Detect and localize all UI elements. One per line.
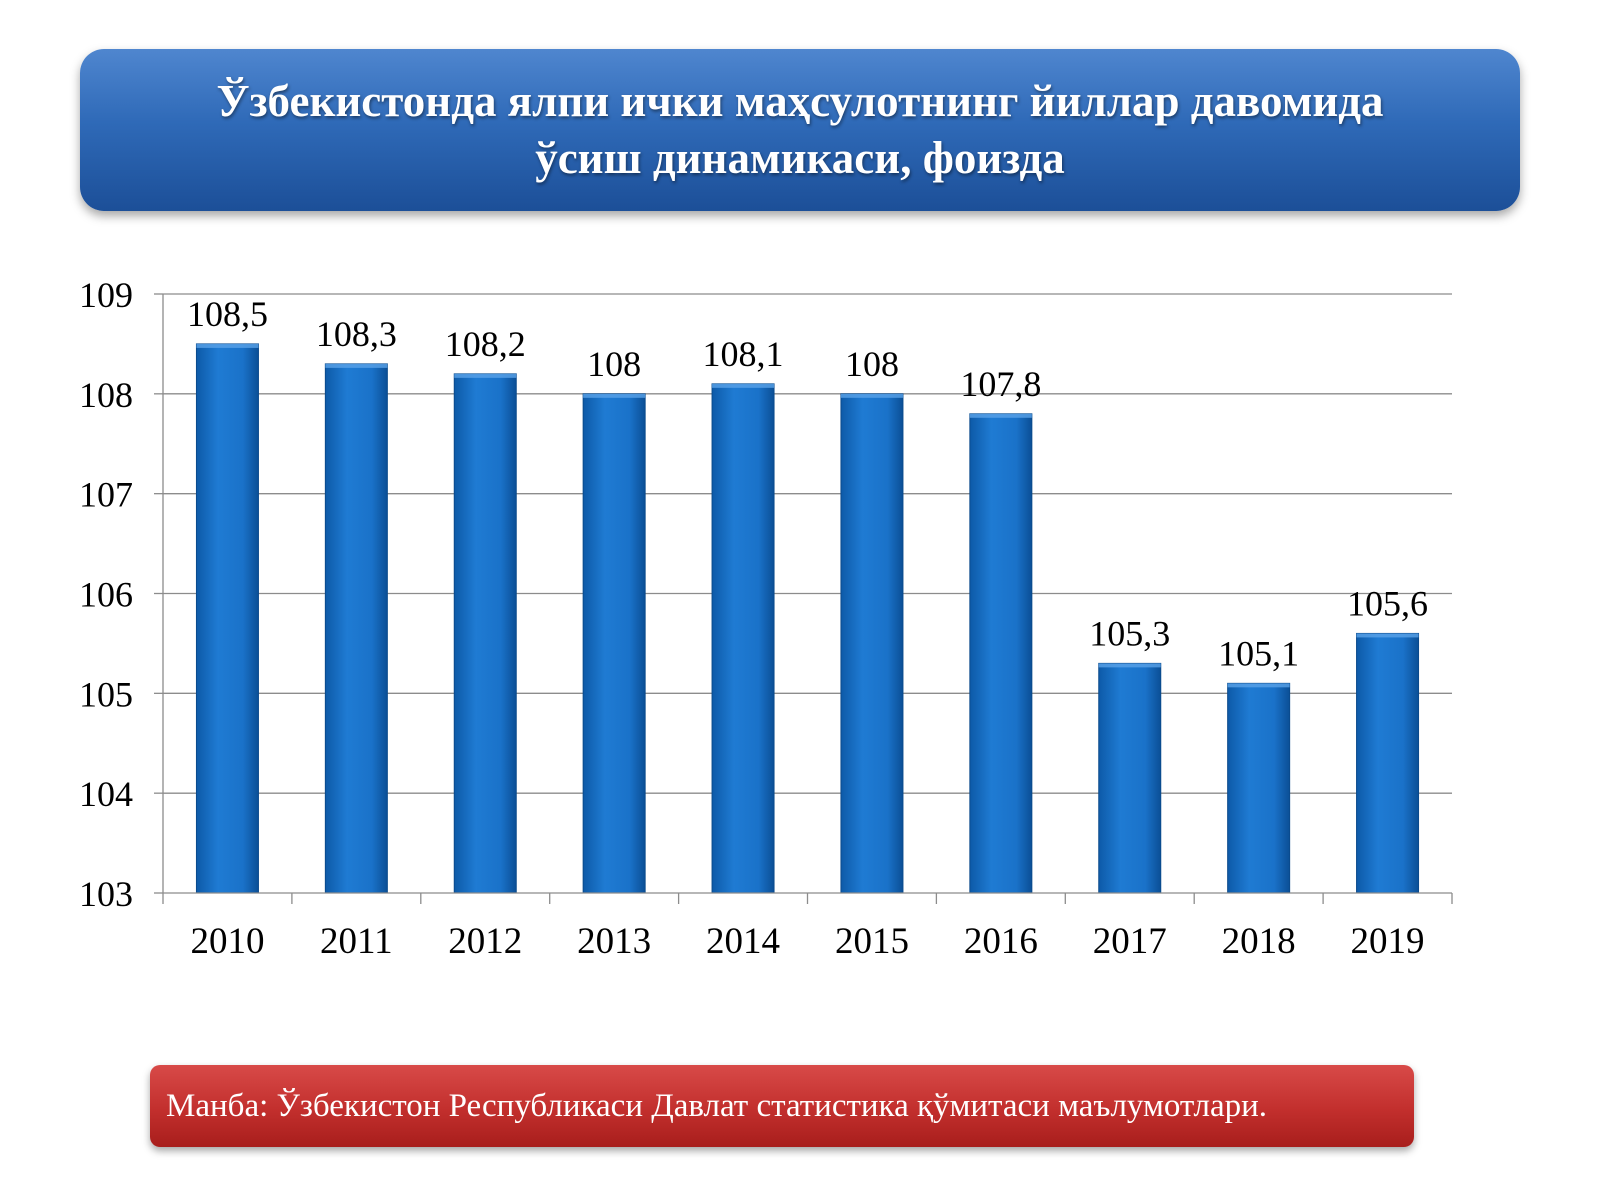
chart-title: Ўзбекистонда ялпи ички маҳсулотнинг йилл… (216, 76, 1384, 183)
x-tick-label: 2017 (1093, 921, 1167, 962)
title-banner: Ўзбекистонда ялпи ички маҳсулотнинг йилл… (80, 49, 1520, 211)
bar-2010 (195, 343, 259, 894)
bar-2015 (840, 393, 904, 894)
y-tick-label: 104 (79, 774, 133, 814)
data-label: 108,1 (703, 334, 784, 374)
y-tick-label: 103 (79, 874, 133, 914)
bar-top-highlight (325, 363, 388, 368)
bar-top-highlight (969, 413, 1032, 418)
x-tick-label: 2011 (320, 921, 393, 962)
bar-2014 (711, 383, 775, 894)
bar-2016 (969, 413, 1033, 894)
y-tick-label: 109 (79, 275, 133, 315)
data-label: 105,1 (1218, 633, 1299, 673)
bar-top-highlight (1098, 663, 1161, 668)
x-tick-label: 2015 (835, 921, 909, 962)
y-tick-label: 107 (79, 475, 133, 515)
x-tick-label: 2010 (190, 921, 264, 962)
y-tick-label: 105 (79, 674, 133, 714)
bar-top-highlight (1356, 633, 1419, 638)
data-label: 108 (845, 344, 899, 384)
bar-2012 (453, 373, 517, 894)
bar-2013 (582, 393, 646, 894)
data-label: 107,8 (960, 364, 1041, 404)
bar-top-highlight (840, 393, 903, 398)
data-label: 108 (587, 344, 641, 384)
bar-top-highlight (583, 393, 646, 398)
source-banner: Манба: Ўзбекистон Республикаси Давлат ст… (150, 1065, 1414, 1147)
x-tick-label: 2014 (706, 921, 780, 962)
y-tick-label: 108 (79, 375, 133, 415)
bar-top-highlight (454, 373, 517, 378)
data-label: 108,2 (445, 324, 526, 364)
bar-2017 (1098, 662, 1162, 894)
data-label: 105,3 (1089, 613, 1170, 653)
bar-2011 (324, 363, 388, 894)
bar-top-highlight (712, 383, 775, 388)
data-label: 108,5 (187, 294, 268, 334)
x-tick-label: 2019 (1351, 921, 1425, 962)
bar-top-highlight (196, 343, 259, 348)
bar-top-highlight (1227, 683, 1290, 688)
x-tick-label: 2018 (1222, 921, 1296, 962)
x-tick-label: 2013 (577, 921, 651, 962)
data-label: 108,3 (316, 314, 397, 354)
y-tick-label: 106 (79, 575, 133, 615)
bar-2018 (1227, 682, 1291, 894)
x-tick-label: 2016 (964, 921, 1038, 962)
bar-2019 (1356, 632, 1420, 894)
source-note: Манба: Ўзбекистон Республикаси Давлат ст… (166, 1087, 1268, 1124)
data-label: 105,6 (1347, 583, 1428, 623)
x-tick-label: 2012 (448, 921, 522, 962)
